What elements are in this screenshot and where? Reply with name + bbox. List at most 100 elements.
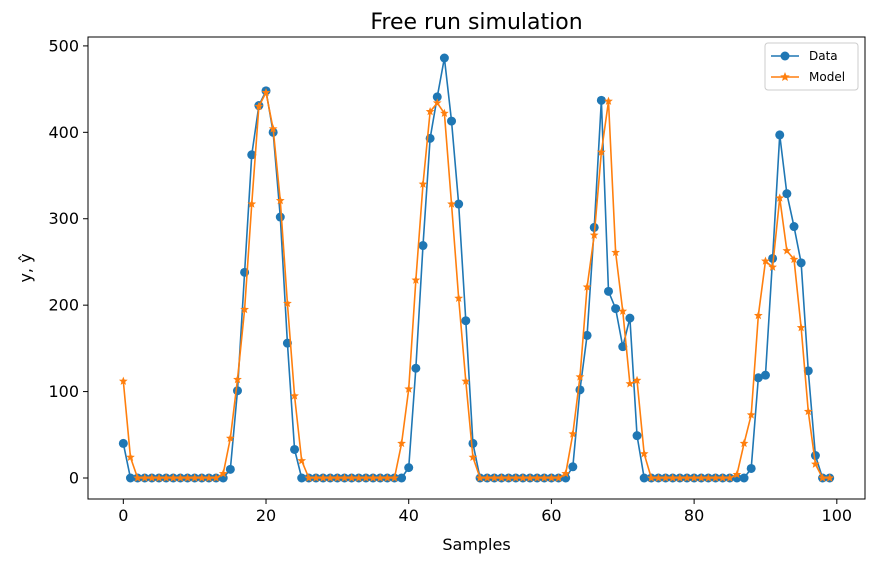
model-point [582,282,592,291]
legend: Data Model [764,42,859,91]
model-point [168,473,178,482]
x-tick-label: 20 [256,506,276,525]
model-point [133,473,142,482]
model-point [618,306,628,315]
data-point [639,473,649,483]
data-point [418,241,428,251]
model-point [696,473,706,482]
y-tick-label: 200 [48,296,79,315]
model-point [390,473,399,482]
model-point [604,96,613,105]
model-point [340,473,349,482]
model-point [354,473,364,482]
model-point [147,473,157,482]
data-point [789,222,799,232]
model-point [225,433,235,442]
model-point [803,406,813,416]
model-point [425,106,435,116]
model-point [275,195,285,205]
y-axis-label: y, ŷ [16,253,35,282]
model-point [682,473,692,482]
model-point [718,473,728,482]
model-point [404,384,414,393]
model-point [811,459,820,468]
model-point [382,473,392,482]
model-point [554,473,563,482]
model-point [482,473,492,482]
data-point [461,316,471,326]
x-tick-label: 80 [684,506,704,525]
model-point [504,473,513,482]
model-point [518,473,528,482]
model-point [118,376,128,385]
model-point [761,256,770,265]
model-point [561,469,571,478]
ticks: 0 20 40 60 80 100 0 100 200 300 400 500 [48,36,852,525]
x-tick-label: 40 [399,506,419,525]
model-point [361,473,371,482]
y-tick-label: 400 [48,123,79,142]
model-point [218,469,228,478]
data-point [611,304,621,314]
model-point [732,469,742,479]
model-point [283,298,292,308]
model-point [261,87,271,97]
data-point [247,150,257,160]
model-point [568,429,578,438]
model-point [368,473,378,482]
data-point [775,130,785,140]
data-point [575,385,585,395]
model-point [575,372,585,381]
model-point [211,473,221,482]
model-point [347,473,357,482]
y-tick-label: 300 [48,209,79,228]
data-point [753,373,763,383]
data-point [768,253,778,263]
model-point [753,310,763,320]
model-point [654,473,663,482]
data-point [603,286,613,296]
plot-area [118,53,835,483]
model-point [589,230,599,239]
model-point [397,438,406,448]
model-point [768,262,777,271]
data-point [632,431,642,441]
legend-marker-data [780,51,790,61]
data-point [432,92,442,102]
model-point [475,473,485,482]
model-point [511,473,521,482]
data-point [125,473,135,483]
x-tick-label: 0 [118,506,128,525]
data-point [782,189,792,199]
model-point [532,473,542,482]
data-point [803,366,813,376]
model-point [668,473,678,482]
data-point [297,473,307,483]
model-point [661,473,670,482]
data-point [397,473,407,483]
data-point [118,438,128,448]
model-point [539,473,549,482]
model-point [190,473,200,482]
model-point [468,452,478,461]
x-axis-label: Samples [442,535,510,554]
model-point [233,374,242,384]
model-point [240,304,249,314]
data-point [739,473,749,483]
data-point [760,370,770,380]
data-point [582,330,592,340]
data-point [404,463,414,473]
data-point [411,363,421,373]
model-point [796,323,806,332]
model-point [418,179,428,188]
model-point [689,473,699,482]
model-point [625,379,635,388]
model-point [825,473,835,482]
model-point [290,391,299,400]
model-point [646,473,656,482]
data-point [225,464,235,474]
model-point [675,473,685,482]
model-point [746,410,756,419]
model-point [247,199,257,208]
chart-title: Free run simulation [370,10,582,35]
